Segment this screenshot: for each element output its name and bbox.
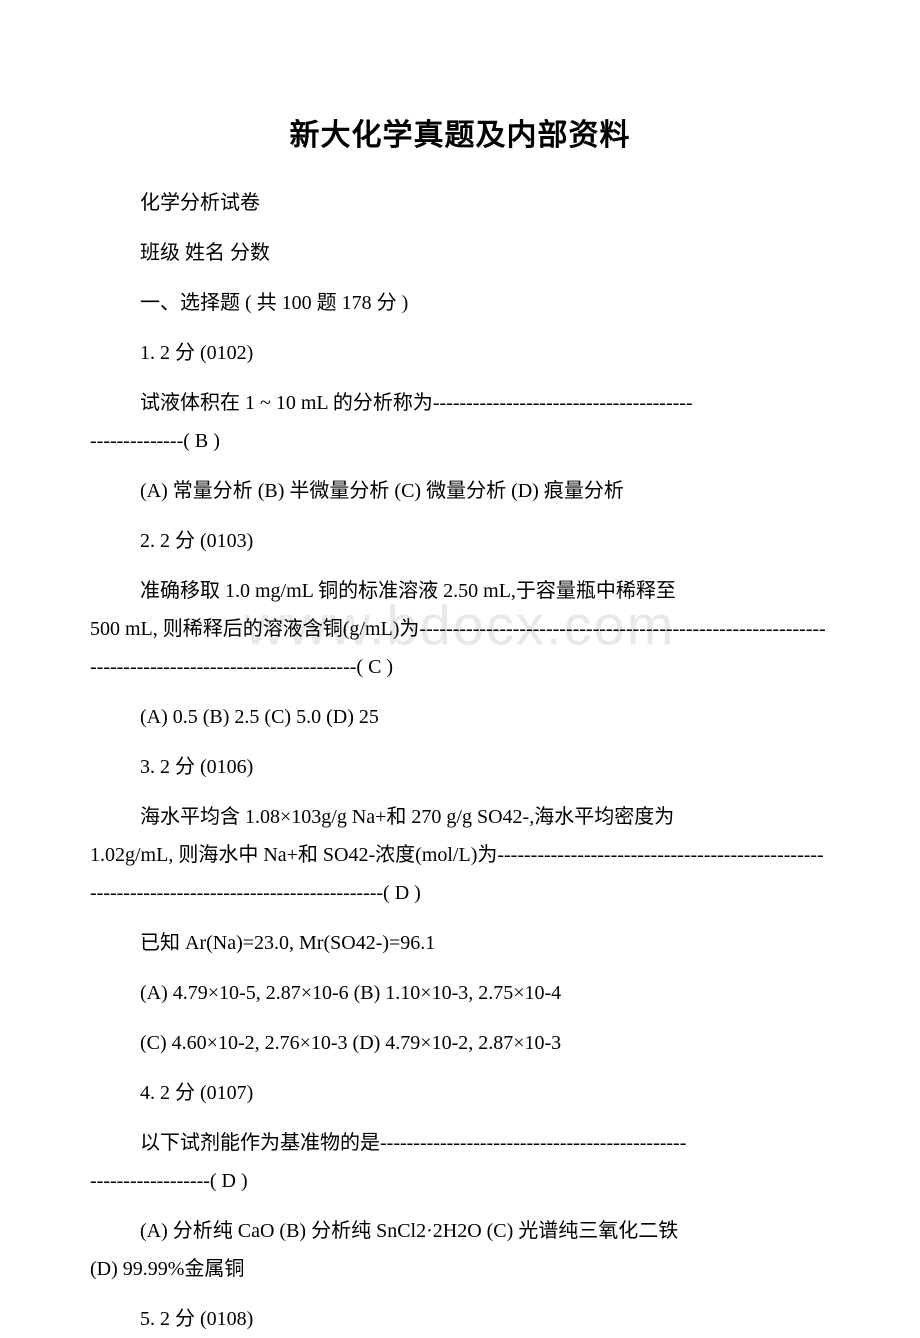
q3-number: 3. 2 分 (0106) bbox=[90, 748, 830, 786]
q3-options-2: (C) 4.60×10-2, 2.76×10-3 (D) 4.79×10-2, … bbox=[90, 1024, 830, 1062]
q2-stem: 准确移取 1.0 mg/mL 铜的标准溶液 2.50 mL,于容量瓶中稀释至 5… bbox=[90, 572, 830, 686]
subtitle: 化学分析试卷 bbox=[90, 184, 830, 222]
info-line: 班级 姓名 分数 bbox=[90, 234, 830, 272]
q2-stem-cont: 500 mL, 则稀释后的溶液含铜(g/mL)为----------------… bbox=[90, 610, 830, 686]
q4-stem-cont: ------------------( D ) bbox=[90, 1162, 830, 1200]
q4-stem-first: 以下试剂能作为基准物的是----------------------------… bbox=[90, 1124, 830, 1162]
q3-extra: 已知 Ar(Na)=23.0, Mr(SO42-)=96.1 bbox=[90, 924, 830, 962]
q4-options-first: (A) 分析纯 CaO (B) 分析纯 SnCl2·2H2O (C) 光谱纯三氧… bbox=[90, 1212, 830, 1250]
q3-stem: 海水平均含 1.08×103g/g Na+和 270 g/g SO42-,海水平… bbox=[90, 798, 830, 912]
q1-number: 1. 2 分 (0102) bbox=[90, 334, 830, 372]
q2-number: 2. 2 分 (0103) bbox=[90, 522, 830, 560]
q2-options: (A) 0.5 (B) 2.5 (C) 5.0 (D) 25 bbox=[90, 698, 830, 736]
q4-options: (A) 分析纯 CaO (B) 分析纯 SnCl2·2H2O (C) 光谱纯三氧… bbox=[90, 1212, 830, 1288]
page-content: 新大化学真题及内部资料 化学分析试卷 班级 姓名 分数 一、选择题 ( 共 10… bbox=[90, 110, 830, 1338]
section-heading: 一、选择题 ( 共 100 题 178 分 ) bbox=[90, 284, 830, 322]
q4-options-cont: (D) 99.99%金属铜 bbox=[90, 1250, 830, 1288]
q1-stem-first: 试液体积在 1 ~ 10 mL 的分析称为-------------------… bbox=[90, 384, 830, 422]
q1-stem-cont: --------------( B ) bbox=[90, 422, 830, 460]
q3-options-1: (A) 4.79×10-5, 2.87×10-6 (B) 1.10×10-3, … bbox=[90, 974, 830, 1012]
q2-stem-first: 准确移取 1.0 mg/mL 铜的标准溶液 2.50 mL,于容量瓶中稀释至 bbox=[90, 572, 830, 610]
q1-stem: 试液体积在 1 ~ 10 mL 的分析称为-------------------… bbox=[90, 384, 830, 460]
page-title: 新大化学真题及内部资料 bbox=[90, 110, 830, 154]
q4-number: 4. 2 分 (0107) bbox=[90, 1074, 830, 1112]
q3-stem-first: 海水平均含 1.08×103g/g Na+和 270 g/g SO42-,海水平… bbox=[90, 798, 830, 836]
q4-stem: 以下试剂能作为基准物的是----------------------------… bbox=[90, 1124, 830, 1200]
q3-stem-cont: 1.02g/mL, 则海水中 Na+和 SO42-浓度(mol/L)为-----… bbox=[90, 836, 830, 912]
q1-options: (A) 常量分析 (B) 半微量分析 (C) 微量分析 (D) 痕量分析 bbox=[90, 472, 830, 510]
q5-number: 5. 2 分 (0108) bbox=[90, 1300, 830, 1338]
